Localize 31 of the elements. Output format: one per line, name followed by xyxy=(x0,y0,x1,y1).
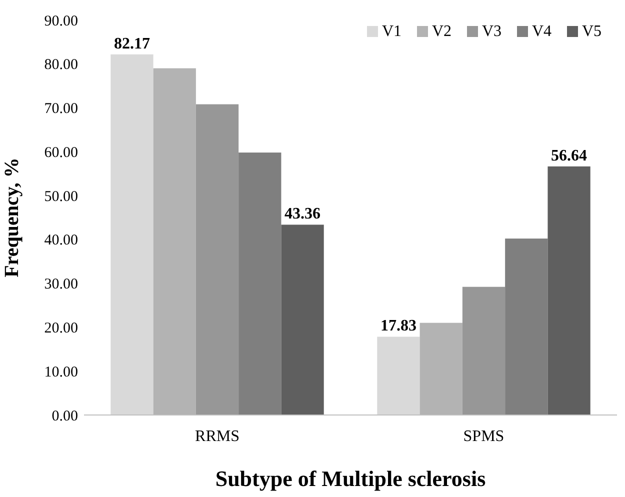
y-tick-label: 80.00 xyxy=(44,57,78,74)
data-label: 82.17 xyxy=(114,35,150,52)
y-tick-label: 60.00 xyxy=(44,144,78,161)
legend-label: V5 xyxy=(582,23,602,40)
bar xyxy=(505,238,548,415)
y-tick-label: 20.00 xyxy=(44,320,78,336)
bar xyxy=(110,54,154,415)
x-tick-label: RRMS xyxy=(195,428,240,445)
data-label: 56.64 xyxy=(551,147,588,164)
legend-label: V2 xyxy=(432,23,452,40)
x-tick-label: SPMS xyxy=(463,428,504,445)
y-tick-label: 30.00 xyxy=(44,276,78,293)
legend-label: V3 xyxy=(482,23,502,40)
bar xyxy=(548,166,590,415)
bar xyxy=(281,224,324,415)
data-label: 17.83 xyxy=(380,318,416,335)
y-axis-title: Frequency, % xyxy=(1,158,23,278)
data-label: 43.36 xyxy=(284,206,321,223)
y-tick-label: 70.00 xyxy=(44,101,78,118)
y-tick-label: 0.00 xyxy=(52,408,78,424)
bar xyxy=(462,286,506,415)
bar xyxy=(377,336,420,415)
y-tick-label: 90.00 xyxy=(44,13,78,30)
bar xyxy=(196,104,239,415)
y-tick-label: 50.00 xyxy=(44,188,78,205)
y-tick-label: 40.00 xyxy=(44,232,78,249)
x-axis-title: Subtype of Multiple sclerosis xyxy=(215,466,486,491)
y-tick-label: 10.00 xyxy=(44,364,78,380)
legend-label: V4 xyxy=(532,23,552,40)
legend-label: V1 xyxy=(382,23,402,40)
bar xyxy=(238,152,282,415)
